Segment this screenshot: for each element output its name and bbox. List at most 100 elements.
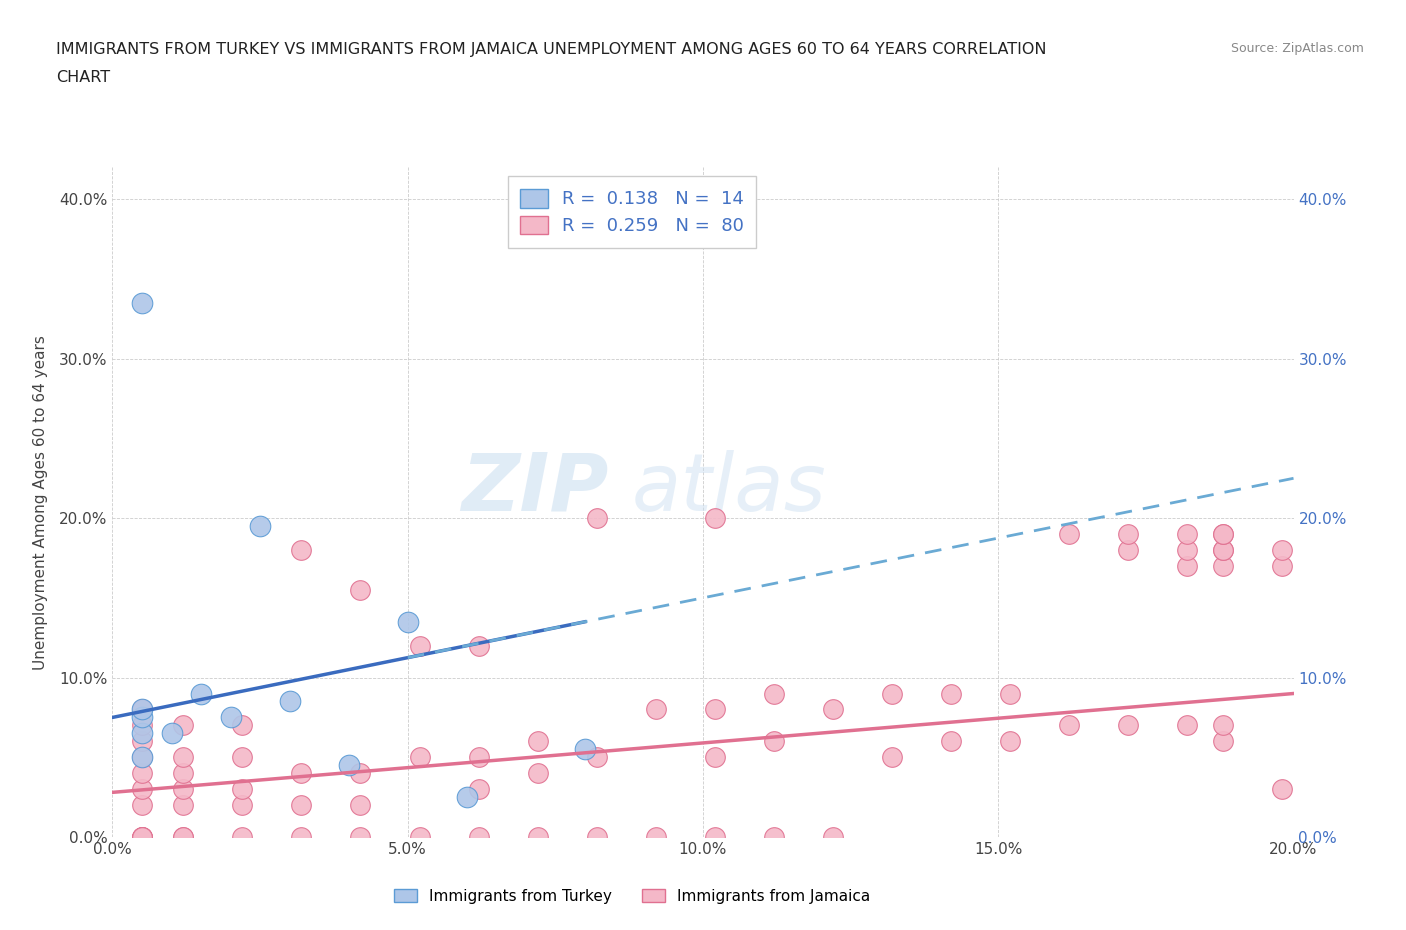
Point — [131, 296, 153, 311]
Point — [131, 750, 153, 764]
Point — [172, 718, 194, 733]
Point — [1175, 526, 1198, 541]
Text: atlas: atlas — [633, 450, 827, 528]
Point — [131, 702, 153, 717]
Point — [703, 511, 725, 525]
Point — [231, 750, 253, 764]
Point — [1212, 526, 1234, 541]
Point — [1212, 559, 1234, 574]
Point — [1212, 718, 1234, 733]
Point — [703, 830, 725, 844]
Point — [131, 750, 153, 764]
Point — [219, 710, 242, 724]
Point — [131, 765, 153, 780]
Point — [644, 830, 666, 844]
Point — [1116, 526, 1139, 541]
Point — [574, 742, 596, 757]
Point — [939, 686, 962, 701]
Point — [762, 686, 785, 701]
Point — [703, 750, 725, 764]
Point — [160, 726, 183, 741]
Point — [467, 638, 489, 653]
Point — [349, 582, 371, 597]
Point — [1116, 542, 1139, 557]
Point — [278, 694, 301, 709]
Point — [1271, 782, 1294, 797]
Point — [249, 519, 271, 534]
Y-axis label: Unemployment Among Ages 60 to 64 years: Unemployment Among Ages 60 to 64 years — [32, 335, 48, 670]
Point — [349, 830, 371, 844]
Point — [762, 830, 785, 844]
Point — [396, 615, 419, 630]
Point — [131, 782, 153, 797]
Point — [1212, 542, 1234, 557]
Point — [703, 702, 725, 717]
Point — [131, 830, 153, 844]
Point — [998, 686, 1021, 701]
Point — [1271, 542, 1294, 557]
Text: CHART: CHART — [56, 70, 110, 85]
Point — [231, 798, 253, 813]
Point — [172, 750, 194, 764]
Point — [1212, 542, 1234, 557]
Point — [231, 830, 253, 844]
Point — [190, 686, 212, 701]
Text: IMMIGRANTS FROM TURKEY VS IMMIGRANTS FROM JAMAICA UNEMPLOYMENT AMONG AGES 60 TO : IMMIGRANTS FROM TURKEY VS IMMIGRANTS FRO… — [56, 42, 1046, 57]
Point — [131, 830, 153, 844]
Point — [526, 734, 548, 749]
Point — [467, 830, 489, 844]
Point — [131, 718, 153, 733]
Point — [821, 702, 844, 717]
Point — [762, 734, 785, 749]
Point — [349, 798, 371, 813]
Point — [998, 734, 1021, 749]
Point — [1116, 718, 1139, 733]
Point — [408, 750, 430, 764]
Point — [526, 765, 548, 780]
Point — [585, 830, 607, 844]
Point — [585, 511, 607, 525]
Legend: Immigrants from Turkey, Immigrants from Jamaica: Immigrants from Turkey, Immigrants from … — [388, 883, 877, 910]
Point — [172, 765, 194, 780]
Point — [467, 750, 489, 764]
Point — [131, 830, 153, 844]
Point — [290, 830, 312, 844]
Point — [131, 798, 153, 813]
Point — [526, 830, 548, 844]
Point — [231, 718, 253, 733]
Point — [1175, 542, 1198, 557]
Point — [131, 830, 153, 844]
Text: ZIP: ZIP — [461, 450, 609, 528]
Point — [939, 734, 962, 749]
Point — [131, 726, 153, 741]
Point — [172, 830, 194, 844]
Point — [337, 758, 360, 773]
Point — [408, 638, 430, 653]
Point — [131, 702, 153, 717]
Point — [349, 765, 371, 780]
Point — [456, 790, 478, 804]
Point — [231, 782, 253, 797]
Point — [585, 750, 607, 764]
Point — [821, 830, 844, 844]
Point — [467, 782, 489, 797]
Point — [644, 702, 666, 717]
Point — [1175, 559, 1198, 574]
Point — [1212, 734, 1234, 749]
Point — [1057, 526, 1080, 541]
Text: Source: ZipAtlas.com: Source: ZipAtlas.com — [1230, 42, 1364, 55]
Point — [290, 765, 312, 780]
Point — [290, 798, 312, 813]
Point — [1057, 718, 1080, 733]
Point — [1212, 526, 1234, 541]
Point — [131, 734, 153, 749]
Point — [172, 782, 194, 797]
Point — [172, 830, 194, 844]
Point — [131, 710, 153, 724]
Point — [880, 750, 903, 764]
Point — [408, 830, 430, 844]
Point — [290, 542, 312, 557]
Point — [880, 686, 903, 701]
Point — [172, 798, 194, 813]
Point — [1175, 718, 1198, 733]
